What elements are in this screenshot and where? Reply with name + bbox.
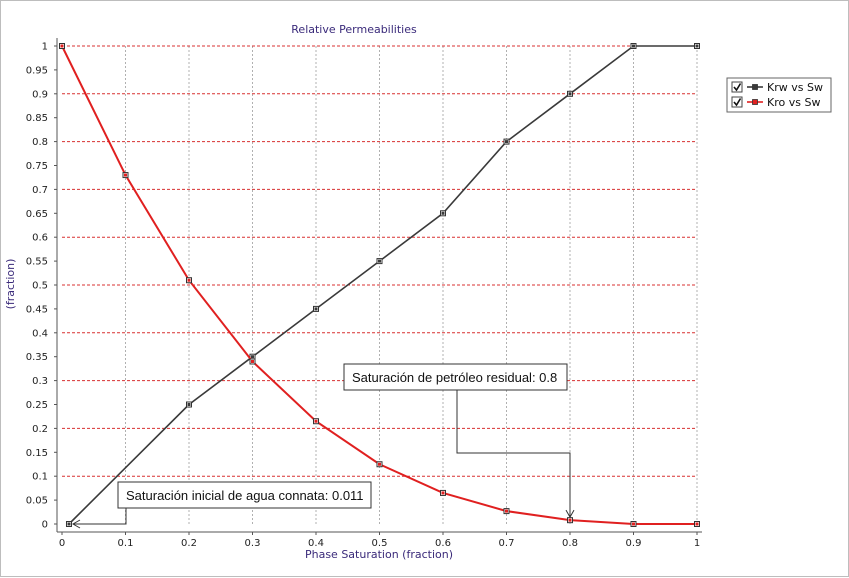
y-tick-label: 0.8 — [32, 137, 48, 148]
y-tick-label: 1 — [42, 42, 48, 53]
y-tick-label: 0.3 — [32, 376, 48, 387]
x-tick-label: 0.3 — [245, 538, 261, 549]
legend-swatch-marker — [752, 84, 758, 90]
y-tick-label: 0.55 — [26, 257, 48, 268]
annotation-connate-water: Saturación inicial de agua connata: 0.01… — [126, 488, 364, 503]
x-tick-label: 1 — [694, 538, 700, 549]
data-point-fill — [441, 211, 445, 215]
y-tick-label: 0.95 — [26, 65, 48, 76]
x-tick-label: 0.4 — [308, 538, 324, 549]
annotation-arrowhead — [565, 509, 575, 519]
y-tick-label: 0.5 — [32, 281, 48, 292]
data-point-fill — [124, 173, 127, 177]
data-point-fill — [378, 259, 381, 263]
y-tick-label: 0.35 — [26, 352, 48, 363]
data-point-fill — [187, 403, 191, 406]
data-point-fill — [568, 518, 572, 522]
data-point-fill — [314, 419, 318, 423]
x-tick-label: 0.7 — [499, 538, 515, 549]
check-icon — [733, 83, 742, 92]
y-tick-label: 0.1 — [32, 472, 48, 483]
legend-box — [726, 77, 832, 113]
data-point-fill — [314, 307, 318, 311]
y-tick-label: 0.05 — [26, 496, 48, 507]
data-point-fill — [441, 491, 445, 495]
data-point-fill — [568, 92, 572, 96]
x-tick-label: 0.8 — [562, 538, 578, 549]
legend-checkbox[interactable] — [731, 96, 743, 108]
y-tick-label: 0 — [42, 520, 48, 531]
legend-checkbox[interactable] — [731, 81, 743, 93]
chart-title: Relative Permeabilities — [291, 23, 417, 36]
y-tick-label: 0.45 — [26, 304, 48, 315]
data-point-fill — [695, 44, 699, 48]
annotation-leader-residual-oil — [456, 390, 571, 518]
data-point-fill — [505, 509, 508, 513]
series-lines — [59, 43, 700, 527]
data-point-fill — [505, 140, 508, 144]
x-tick-label: 0.1 — [118, 538, 134, 549]
data-point-fill — [67, 522, 71, 526]
data-point-fill — [695, 522, 699, 526]
series-line-0 — [68, 45, 697, 525]
annotation-box-connate-water — [117, 481, 372, 509]
y-tick-label: 0.15 — [26, 448, 48, 459]
x-tick-label: 0.5 — [372, 538, 388, 549]
y-tick-label: 0.85 — [26, 113, 48, 124]
x-tick-label: 0.2 — [181, 538, 197, 549]
x-tick-label: 0.6 — [435, 538, 451, 549]
grid — [62, 45, 698, 524]
x-tick-label: 0.9 — [626, 538, 642, 549]
data-point-fill — [251, 355, 254, 359]
tick-labels: 0 0.05 0.1 0.15 0.2 0.25 0.3 0.35 0.4 0.45 0.5 0.55… — [26, 42, 700, 550]
y-tick-label: 0.7 — [32, 185, 48, 196]
legend-label: Krw vs Sw — [767, 81, 823, 94]
data-point-fill — [251, 359, 254, 363]
legend-swatch-marker — [752, 99, 758, 105]
y-tick-label: 0.4 — [32, 328, 48, 339]
legend: Krw vs Sw Kro vs Sw — [726, 77, 832, 113]
annotation-residual-oil: Saturación de petróleo residual: 0.8 — [352, 370, 557, 385]
legend-label: Kro vs Sw — [767, 96, 820, 109]
data-point-fill — [187, 278, 191, 282]
data-point-fill — [632, 44, 635, 48]
annotation-leader-connate-water — [72, 508, 127, 525]
check-icon — [733, 98, 742, 107]
x-axis-label: Phase Saturation (fraction) — [305, 548, 453, 561]
y-tick-label: 0.65 — [26, 209, 48, 220]
y-tick-label: 0.9 — [32, 89, 48, 100]
y-tick-label: 0.6 — [32, 233, 48, 244]
x-tick-label: 0 — [59, 538, 65, 549]
annotations: Saturación de petróleo residual: 0.8 Satu… — [71, 363, 575, 529]
y-axis-label: (fraction) — [4, 259, 17, 310]
data-point-fill — [60, 44, 64, 48]
y-tick-label: 0.25 — [26, 400, 48, 411]
data-point-fill — [632, 522, 635, 526]
annotation-arrowhead — [71, 519, 81, 529]
data-point-fill — [378, 462, 381, 466]
y-tick-label: 0.2 — [32, 424, 48, 435]
annotation-box-residual-oil — [343, 363, 568, 391]
y-tick-label: 0.75 — [26, 161, 48, 172]
